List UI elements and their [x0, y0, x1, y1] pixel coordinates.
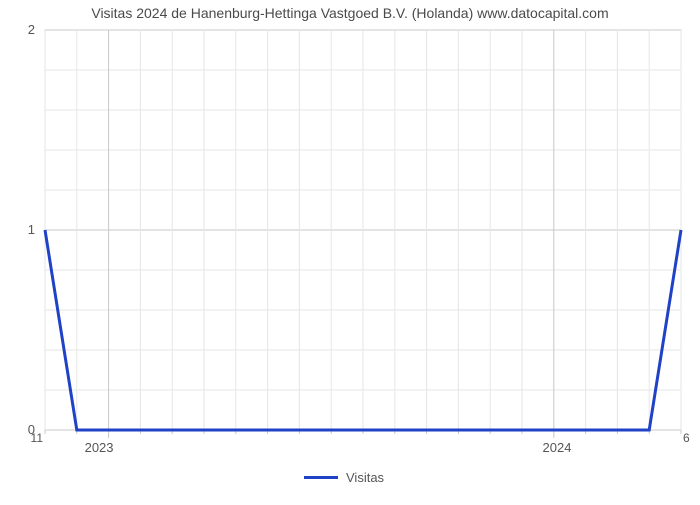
legend-label: Visitas	[346, 470, 385, 485]
y-tick-label: 2	[28, 22, 35, 37]
x-corner-left: 11	[31, 431, 44, 445]
chart-container: 01220232024116Visitas 2024 de Hanenburg-…	[0, 0, 700, 500]
x-major-label: 2023	[85, 440, 114, 455]
line-chart: 01220232024116Visitas 2024 de Hanenburg-…	[0, 0, 700, 500]
legend-swatch	[304, 476, 338, 479]
x-corner-right: 6	[683, 431, 690, 445]
chart-bg	[0, 0, 700, 500]
chart-title: Visitas 2024 de Hanenburg-Hettinga Vastg…	[91, 5, 608, 21]
x-major-label: 2024	[543, 440, 572, 455]
y-tick-label: 1	[28, 222, 35, 237]
